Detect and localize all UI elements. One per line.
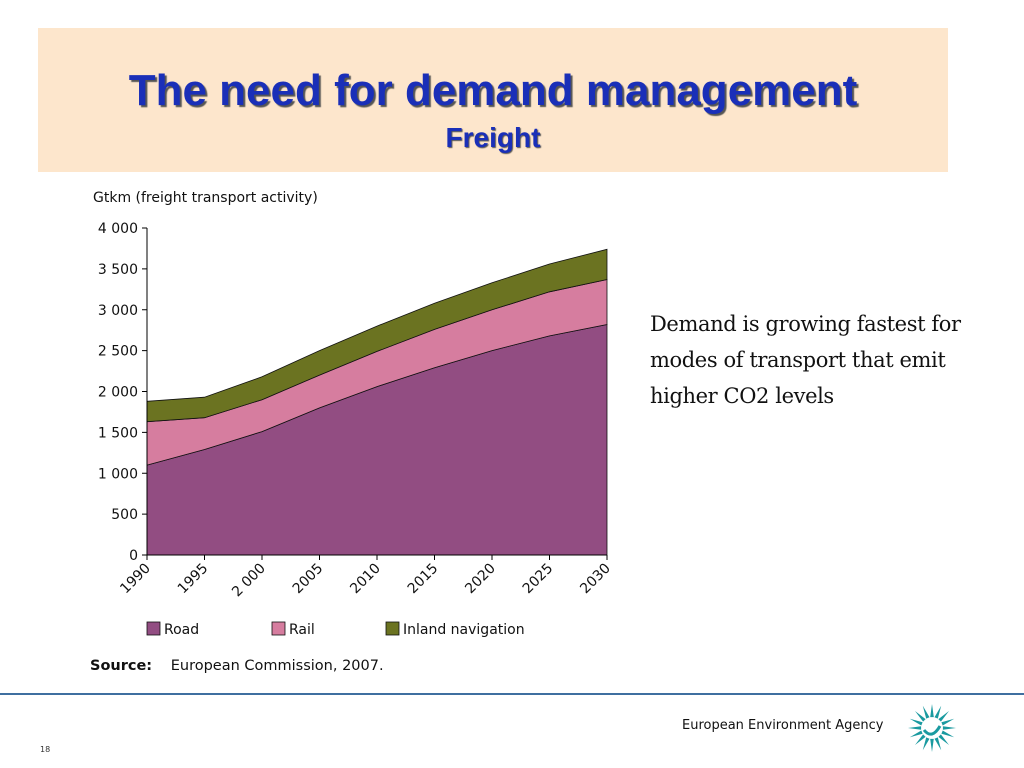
y-tick-label: 1 000 <box>98 466 138 482</box>
page-subtitle: Freight <box>445 122 541 153</box>
y-tick-label: 2 500 <box>98 344 138 360</box>
title-band: The need for demand management Freight <box>38 28 948 172</box>
legend-label: Road <box>164 622 199 638</box>
area-inland-navigation <box>146 248 608 423</box>
source-label: Source: <box>90 658 153 674</box>
x-tick-label: 2010 <box>347 561 384 598</box>
legend-swatch <box>146 621 161 636</box>
x-tick-label: 2025 <box>520 561 557 598</box>
side-note: Demand is growing fastest for modes of t… <box>650 312 961 408</box>
chart-legend: Road Rail Inland navigation <box>146 621 525 638</box>
y-tick-label: 4 000 <box>98 221 138 237</box>
legend-label: Inland navigation <box>403 622 525 638</box>
legend-swatch <box>385 621 400 636</box>
x-tick-label: 2 000 <box>229 561 269 601</box>
x-tick-label: 2015 <box>405 561 442 598</box>
eea-logo-icon <box>908 704 956 752</box>
x-tick-label: 1995 <box>175 561 212 598</box>
legend-label: Rail <box>289 622 315 638</box>
x-tick-label: 2030 <box>577 561 614 598</box>
source-text: European Commission, 2007. <box>170 658 384 674</box>
y-tick-label: 1 500 <box>98 425 138 441</box>
x-tick-label: 2005 <box>290 561 327 598</box>
x-tick-label: 2020 <box>462 561 499 598</box>
legend-swatch <box>271 621 286 636</box>
agency-name: European Environment Agency <box>682 718 884 733</box>
page-number: 18 <box>40 745 51 754</box>
y-tick-label: 2 000 <box>98 385 138 401</box>
source-line: Source: European Commission, 2007. <box>90 658 384 674</box>
footer-divider <box>0 693 1024 695</box>
x-tick-label: 1990 <box>117 561 154 598</box>
y-tick-label: 0 <box>129 548 138 564</box>
y-tick-label: 3 000 <box>98 303 138 319</box>
y-axis-label: Gtkm (freight transport activity) <box>93 190 318 206</box>
freight-area-chart: Gtkm (freight transport activity) 0 500 1 … <box>93 190 614 638</box>
y-tick-label: 500 <box>111 507 138 523</box>
chart-areas <box>146 248 608 556</box>
page-title: The need for demand management <box>128 66 858 115</box>
y-tick-label: 3 500 <box>98 262 138 278</box>
